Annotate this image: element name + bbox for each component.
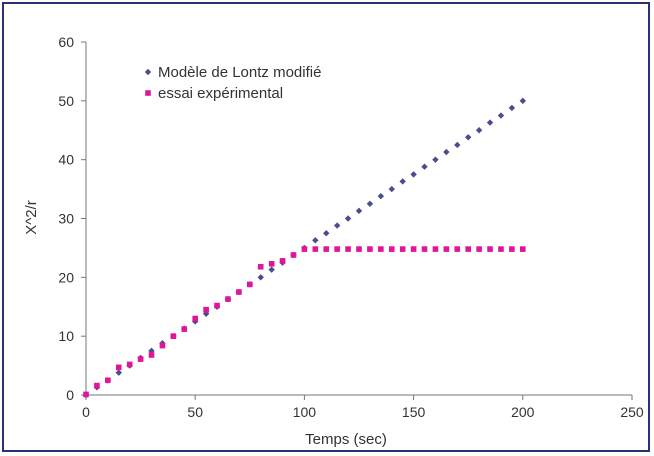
x-tick-label: 150 [402, 404, 426, 420]
experimental-data-point [378, 246, 384, 252]
model-data-point [268, 266, 275, 273]
model-data-point [399, 178, 406, 185]
legend-marker-model [144, 68, 152, 76]
experimental-data-point [454, 246, 461, 252]
y-tick-label: 0 [66, 387, 74, 403]
y-axis-title: X^2/r [23, 200, 40, 235]
experimental-data-point [279, 258, 286, 264]
experimental-data-point [225, 296, 231, 302]
experimental-data-point [137, 356, 144, 362]
experimental-data-point [520, 246, 526, 252]
experimental-data-point [509, 246, 515, 252]
x-axis-title: Temps (sec) [305, 431, 387, 448]
experimental-data-point [334, 246, 340, 252]
y-tick-label: 60 [58, 34, 74, 50]
legend-marker-experimental [145, 90, 151, 96]
model-data-point [410, 171, 417, 178]
model-data-point [377, 192, 385, 200]
experimental-data-point [301, 246, 308, 252]
experimental-data-point [148, 352, 155, 358]
model-data-point [355, 207, 363, 215]
model-data-point [497, 112, 505, 119]
x-tick-label: 0 [82, 404, 90, 420]
model-data-point [312, 237, 319, 244]
experimental-data-point [432, 246, 439, 252]
experimental-data-point [247, 281, 253, 288]
experimental-data-point [421, 246, 428, 252]
experimental-data-point [367, 246, 373, 252]
model-data-point [115, 369, 122, 376]
experimental-data-point [257, 263, 264, 270]
model-data-point [443, 148, 450, 156]
model-data-point [432, 156, 439, 163]
experimental-data-point [94, 382, 100, 389]
experimental-data-point [345, 246, 351, 252]
y-tick-label: 20 [58, 269, 74, 285]
model-data-point [465, 134, 472, 141]
experimental-data-point [399, 246, 406, 252]
model-data-point [366, 200, 374, 207]
experimental-data-point [214, 302, 220, 309]
experimental-data-point [159, 342, 166, 349]
model-data-point [333, 222, 341, 229]
experimental-data-point [170, 333, 177, 339]
experimental-data-point [115, 364, 122, 371]
legend-label-model: Modèle de Lontz modifié [158, 64, 321, 81]
model-data-point [323, 230, 330, 237]
experimental-data-point [487, 246, 493, 252]
experimental-data-point [105, 377, 111, 384]
experimental-data-point [181, 326, 188, 332]
x-tick-label: 200 [511, 404, 535, 420]
experimental-data-point [323, 246, 330, 252]
y-tick-label: 40 [58, 152, 74, 168]
x-tick-label: 100 [293, 404, 317, 420]
model-data-point [421, 163, 428, 170]
model-data-point [508, 104, 516, 112]
model-data-point [388, 185, 395, 193]
y-tick-label: 10 [58, 328, 74, 344]
experimental-data-point [203, 306, 209, 313]
y-tick-label: 50 [58, 93, 74, 109]
model-data-point [454, 141, 461, 149]
y-tick-label: 30 [58, 211, 74, 227]
chart-frame [2, 2, 650, 452]
experimental-data-point [312, 246, 319, 252]
experimental-data-point [268, 261, 275, 267]
experimental-data-point [498, 246, 504, 252]
x-tick-label: 250 [620, 404, 644, 420]
legend-label-experimental: essai expérimental [158, 85, 283, 102]
model-data-point [486, 119, 494, 126]
experimental-data-point [126, 361, 133, 368]
experimental-data-point [83, 391, 89, 398]
experimental-data-point [443, 246, 450, 252]
experimental-data-point [476, 246, 482, 252]
model-data-point [344, 215, 352, 222]
model-data-point [257, 274, 264, 281]
experimental-data-point [410, 246, 417, 252]
x-tick-label: 50 [187, 404, 203, 420]
experimental-data-point [356, 246, 362, 252]
experimental-data-point [388, 246, 395, 252]
experimental-data-point [465, 246, 471, 252]
model-data-point [519, 97, 526, 105]
experimental-data-point [290, 252, 297, 258]
model-data-point [475, 127, 483, 134]
experimental-data-point [236, 289, 242, 295]
experimental-data-point [192, 315, 198, 322]
